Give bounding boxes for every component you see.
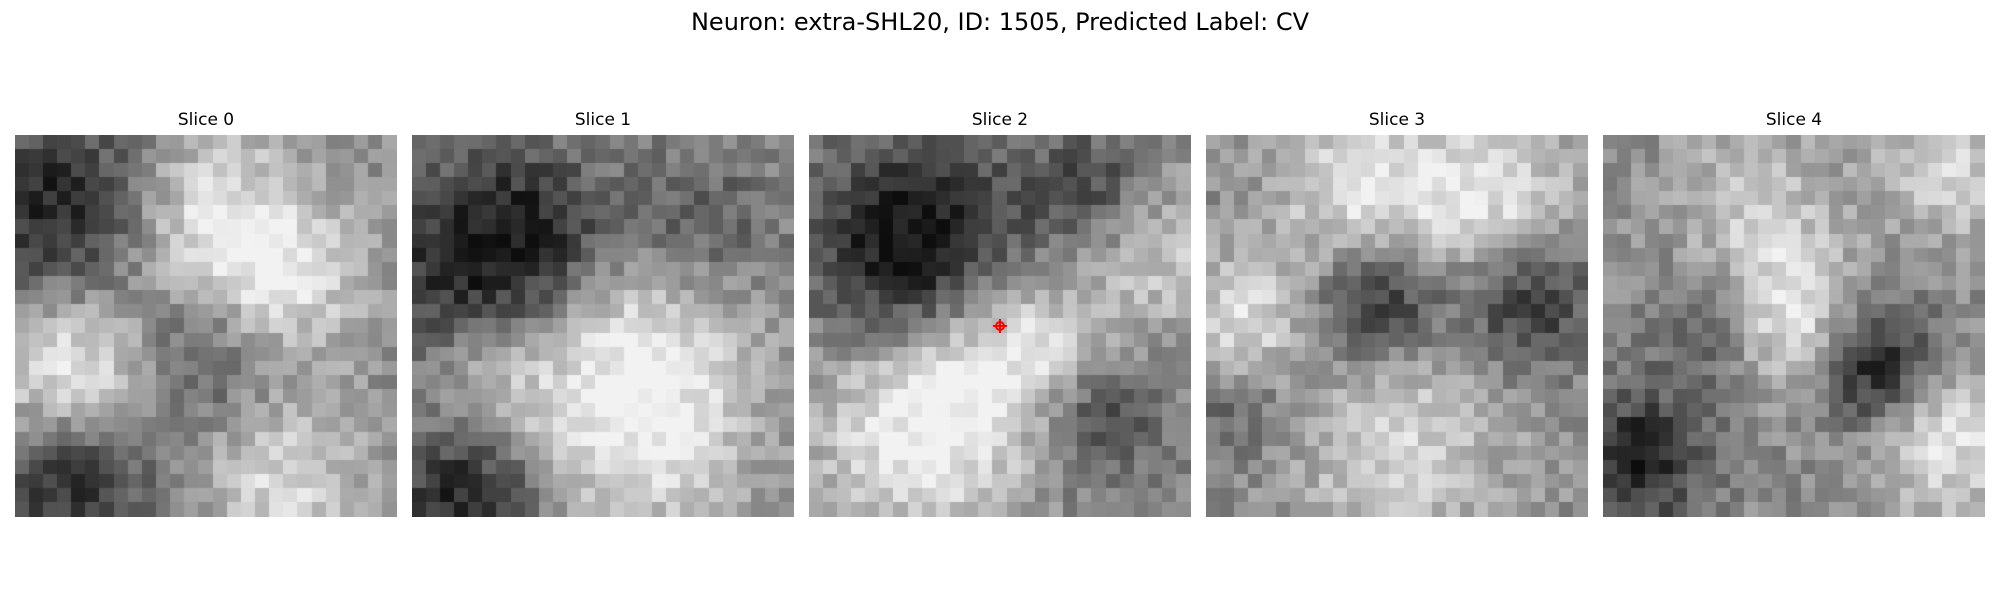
slice-image-1 xyxy=(412,135,794,517)
slice-title-2: Slice 2 xyxy=(809,108,1191,132)
target-marker-icon xyxy=(995,321,1005,331)
slice-panel-3: Slice 3 xyxy=(1206,108,1588,517)
figure-title: Neuron: extra-SHL20, ID: 1505, Predicted… xyxy=(0,8,2000,36)
slice-panel-2: Slice 2 xyxy=(809,108,1191,517)
slice-image-4 xyxy=(1603,135,1985,517)
slice-panel-0: Slice 0 xyxy=(15,108,397,517)
slice-image-0 xyxy=(15,135,397,517)
slice-title-4: Slice 4 xyxy=(1603,108,1985,132)
slice-image-3 xyxy=(1206,135,1588,517)
slice-title-3: Slice 3 xyxy=(1206,108,1588,132)
slice-title-0: Slice 0 xyxy=(15,108,397,132)
slice-title-1: Slice 1 xyxy=(412,108,794,132)
slice-panel-4: Slice 4 xyxy=(1603,108,1985,517)
slice-panel-1: Slice 1 xyxy=(412,108,794,517)
